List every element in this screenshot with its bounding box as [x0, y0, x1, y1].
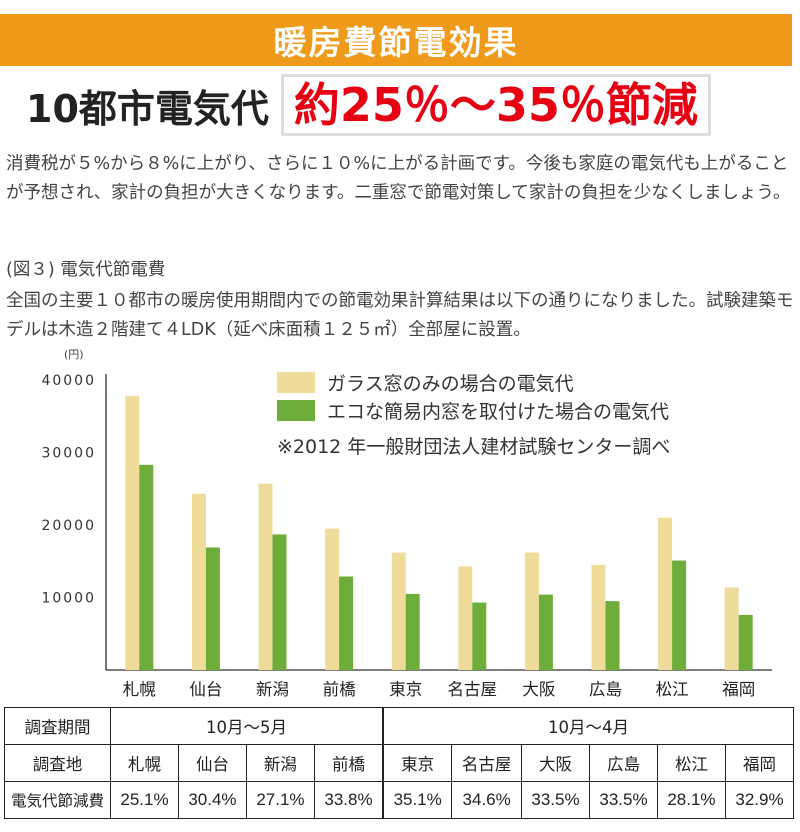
x-tick-label: 名古屋: [448, 680, 498, 699]
location-cell: 前橋: [313, 744, 385, 782]
bar-eco-window: [538, 594, 553, 670]
bar-eco-window: [672, 560, 687, 670]
y-tick-label: 40000: [41, 373, 96, 389]
savings-cell: 27.1%: [245, 781, 315, 819]
location-header: 調査地: [4, 744, 111, 782]
bar-glass-only: [458, 566, 473, 670]
savings-cell: 25.1%: [110, 781, 179, 819]
x-tick-label: 札幌: [123, 680, 157, 699]
y-axis-unit: (円): [64, 348, 84, 361]
x-tick-label: 新潟: [256, 680, 289, 699]
bar-glass-only: [391, 552, 406, 670]
location-cell: 大阪: [521, 744, 590, 782]
bar-glass-only: [524, 552, 539, 670]
description-text: 全国の主要１０都市の暖房使用期間内での節電効果計算結果は以下の通りになりました。…: [6, 291, 794, 340]
banner-title: 暖房費節電効果: [0, 14, 792, 66]
savings-table: 調査期間 10月～5月 10月～4月 調査地 札幌 仙台 新潟 前橋 東京 名古…: [4, 707, 795, 819]
figure-title: (図３) 電気代節電費: [6, 260, 166, 280]
legend-swatch-eco: [277, 399, 315, 421]
location-cell: 東京: [382, 744, 453, 782]
savings-cell: 33.5%: [588, 781, 658, 819]
headline: 10都市電気代 約25％～35％節減: [26, 74, 776, 136]
location-cell: 広島: [588, 744, 658, 782]
savings-cell: 33.5%: [521, 781, 590, 819]
x-tick-label: 仙台: [189, 680, 222, 699]
bar-chart: 40000 30000 20000 10000 札幌 仙台 新潟 前橋 東京 名古屋 大阪 広島 松江 福…: [41, 373, 772, 699]
legend-label-glass: ガラス窓のみの場合の電気代: [327, 372, 574, 395]
savings-cell: 28.1%: [656, 781, 726, 819]
savings-cell: 32.9%: [724, 781, 795, 819]
location-cell: 仙台: [177, 744, 247, 782]
bar-eco-window: [405, 593, 420, 670]
savings-cell: 30.4%: [177, 781, 247, 819]
headline-lead: 10都市電気代: [26, 86, 269, 131]
bar-glass-only: [325, 528, 340, 670]
x-tick-label: 広島: [589, 680, 622, 699]
savings-cell: 33.8%: [313, 781, 385, 819]
bar-glass-only: [125, 395, 140, 670]
legend-item-glass: ガラス窓のみの場合の電気代: [277, 368, 670, 396]
bar-glass-only: [591, 564, 606, 670]
savings-cell: 35.1%: [382, 781, 453, 819]
source-note: ※2012 年一般財団法人建材試験センター調べ: [277, 436, 671, 458]
period-a: 10月～5月: [110, 707, 385, 745]
bar-glass-only: [258, 483, 273, 670]
period-header: 調査期間: [4, 707, 111, 745]
savings-cell: 34.6%: [451, 781, 523, 819]
chart-legend: ガラス窓のみの場合の電気代 エコな簡易内窓を取付けた場合の電気代 ※2012 年…: [277, 368, 670, 459]
legend-item-eco: エコな簡易内窓を取付けた場合の電気代: [277, 396, 670, 424]
bar-eco-window: [605, 601, 620, 670]
legend-swatch-glass: [277, 371, 315, 393]
bar-glass-only: [658, 517, 673, 670]
x-tick-label: 前橋: [323, 680, 357, 699]
savings-header: 電気代節減費: [4, 781, 111, 819]
location-cell: 名古屋: [451, 744, 523, 782]
bar-glass-only: [724, 587, 739, 670]
bar-eco-window: [205, 547, 220, 670]
x-tick-label: 大阪: [522, 680, 555, 699]
location-cell: 札幌: [110, 744, 179, 782]
bar-eco-window: [272, 534, 287, 670]
location-cell: 松江: [656, 744, 726, 782]
location-cell: 新潟: [245, 744, 315, 782]
legend-label-eco: エコな簡易内窓を取付けた場合の電気代: [327, 400, 670, 423]
bar-eco-window: [339, 576, 354, 670]
y-tick-label: 20000: [41, 518, 96, 534]
headline-highlight: 約25％～35％節減: [280, 74, 711, 136]
location-cell: 福岡: [724, 744, 795, 782]
intro-text: 消費税が５%から８%に上がり、さらに１０%に上がる計画です。今後も家庭の電気代も…: [6, 154, 791, 203]
bar-glass-only: [191, 493, 206, 670]
bar-eco-window: [738, 614, 753, 670]
x-tick-label: 東京: [389, 680, 422, 699]
x-tick-label: 松江: [656, 680, 689, 699]
y-tick-label: 10000: [41, 591, 96, 607]
x-tick-label: 福岡: [722, 680, 755, 699]
y-tick-label: 30000: [41, 446, 96, 462]
bar-eco-window: [472, 602, 487, 670]
bar-eco-window: [139, 464, 154, 670]
period-b: 10月～4月: [382, 707, 795, 745]
